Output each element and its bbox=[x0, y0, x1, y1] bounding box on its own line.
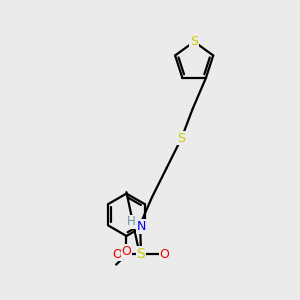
Text: S: S bbox=[136, 247, 145, 261]
Text: H: H bbox=[127, 215, 136, 228]
Text: O: O bbox=[122, 245, 131, 258]
Text: N: N bbox=[137, 220, 146, 233]
Text: O: O bbox=[112, 248, 122, 261]
Text: S: S bbox=[178, 132, 185, 145]
Text: O: O bbox=[160, 248, 170, 261]
Text: S: S bbox=[190, 35, 198, 48]
